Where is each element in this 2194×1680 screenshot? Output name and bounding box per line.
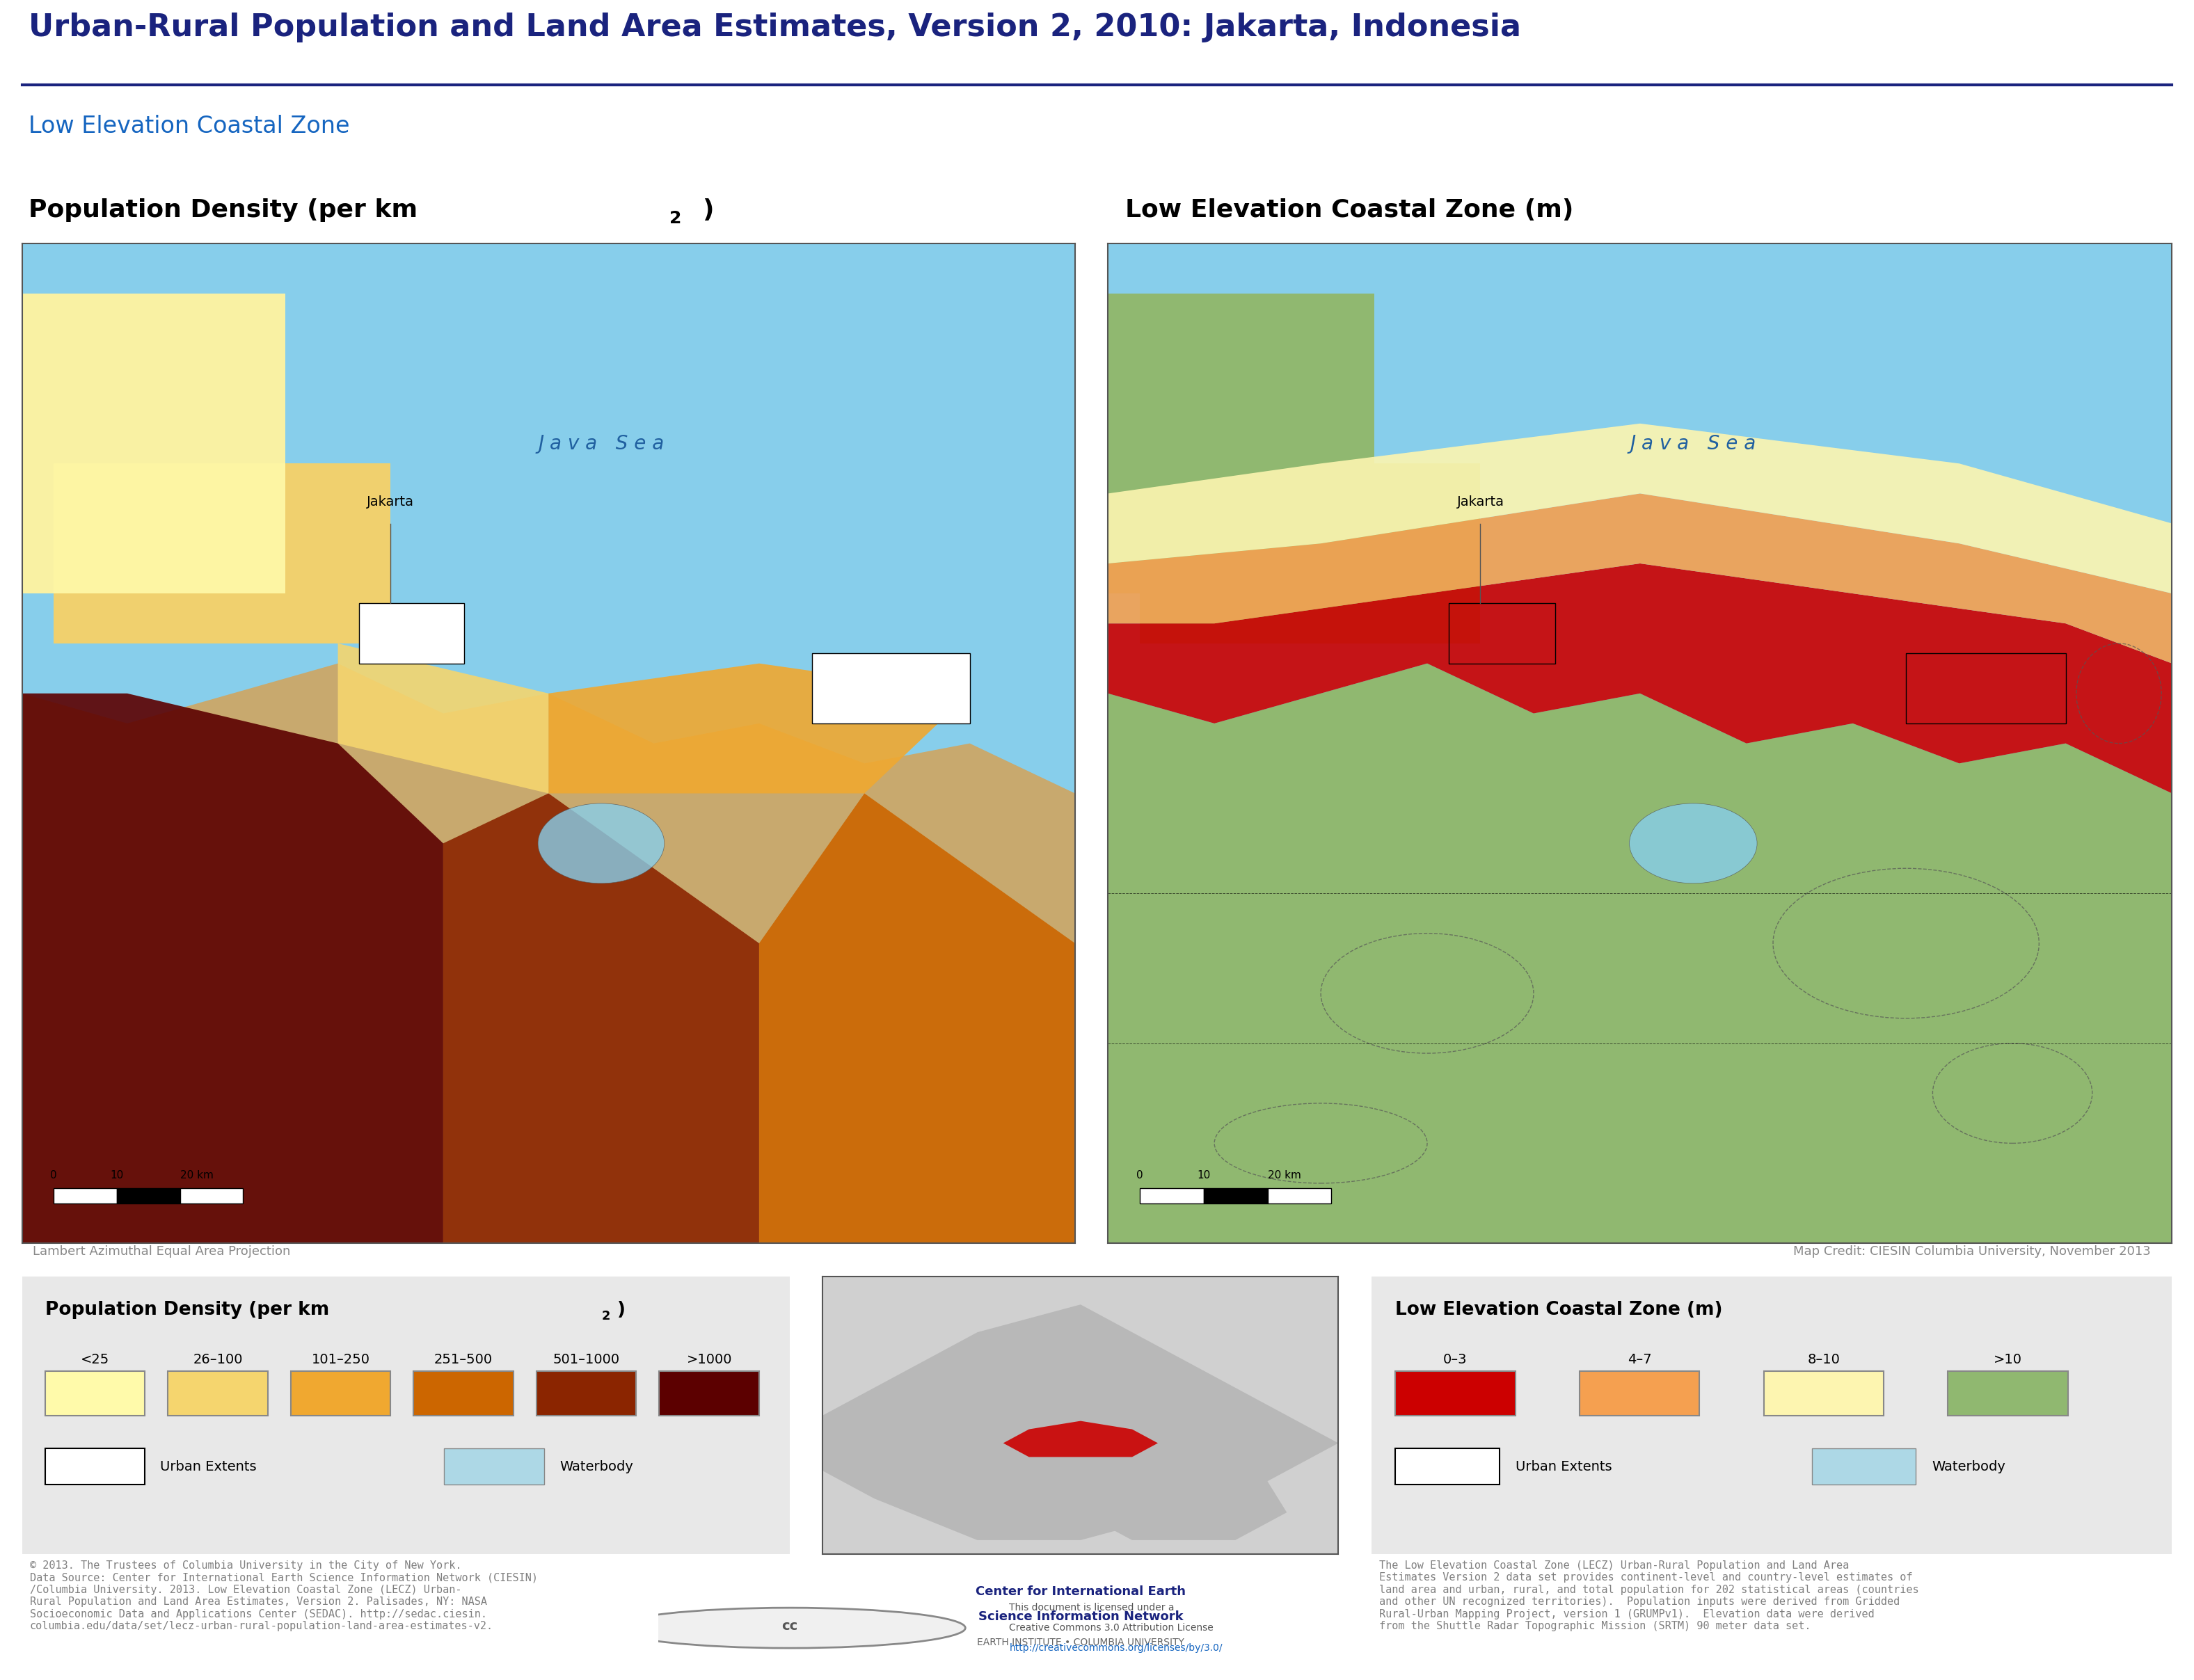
Text: Urban Extents: Urban Extents [1516, 1460, 1613, 1473]
Text: Low Elevation Coastal Zone: Low Elevation Coastal Zone [29, 114, 349, 138]
Text: Low Elevation Coastal Zone (m): Low Elevation Coastal Zone (m) [1395, 1300, 1722, 1319]
Text: 20 km: 20 km [1268, 1169, 1301, 1181]
Text: 4–7: 4–7 [1628, 1354, 1652, 1366]
Text: 501–1000: 501–1000 [553, 1354, 619, 1366]
Circle shape [614, 1608, 965, 1648]
Bar [660, 1371, 759, 1415]
Text: Science Information Network: Science Information Network [979, 1611, 1183, 1623]
Text: cc: cc [781, 1620, 799, 1633]
Polygon shape [22, 294, 285, 593]
Bar [1205, 1188, 1268, 1203]
Text: 0–3: 0–3 [1444, 1354, 1468, 1366]
Text: Map Credit: CIESIN Columbia University, November 2013: Map Credit: CIESIN Columbia University, … [1792, 1245, 2150, 1258]
Polygon shape [1108, 423, 2172, 593]
Text: J a v a   S e a: J a v a S e a [1630, 433, 1755, 454]
Text: ): ) [617, 1300, 625, 1319]
Bar [44, 1371, 145, 1415]
Polygon shape [759, 793, 1075, 1243]
Text: Center for International Earth: Center for International Earth [976, 1586, 1185, 1598]
Text: EARTH INSTITUTE • COLUMBIA UNIVERSITY: EARTH INSTITUTE • COLUMBIA UNIVERSITY [976, 1638, 1185, 1646]
Bar [1764, 1371, 1885, 1415]
Text: >1000: >1000 [687, 1354, 733, 1366]
Bar [180, 1188, 244, 1203]
Text: Population Density (per km: Population Density (per km [29, 198, 417, 222]
Polygon shape [338, 643, 548, 793]
Polygon shape [823, 1304, 1338, 1541]
Text: 0: 0 [50, 1169, 57, 1181]
Bar [1141, 1188, 1205, 1203]
Text: 0: 0 [1136, 1169, 1143, 1181]
Text: The Low Elevation Coastal Zone (LECZ) Urban-Rural Population and Land Area
Estim: The Low Elevation Coastal Zone (LECZ) Ur… [1380, 1561, 1920, 1631]
Bar [412, 1371, 513, 1415]
Bar [812, 654, 970, 724]
Text: 251–500: 251–500 [434, 1354, 494, 1366]
Text: 26–100: 26–100 [193, 1354, 244, 1366]
Text: © 2013. The Trustees of Columbia University in the City of New York.
Data Source: © 2013. The Trustees of Columbia Univers… [31, 1561, 538, 1631]
Polygon shape [53, 464, 391, 643]
Polygon shape [443, 793, 759, 1243]
Text: 101–250: 101–250 [312, 1354, 371, 1366]
Text: ): ) [702, 198, 713, 222]
Text: >10: >10 [1994, 1354, 2023, 1366]
Text: 20 km: 20 km [180, 1169, 213, 1181]
Bar [44, 1448, 145, 1485]
Polygon shape [1106, 1472, 1286, 1541]
Polygon shape [22, 694, 443, 1243]
Text: 10: 10 [110, 1169, 123, 1181]
Text: Jakarta: Jakarta [1457, 496, 1505, 509]
Ellipse shape [1630, 803, 1757, 884]
Bar [535, 1371, 636, 1415]
Text: 8–10: 8–10 [1808, 1354, 1841, 1366]
Bar [116, 1188, 180, 1203]
Ellipse shape [538, 803, 665, 884]
Text: 2: 2 [601, 1310, 610, 1322]
Text: Creative Commons 3.0 Attribution License: Creative Commons 3.0 Attribution License [1009, 1623, 1213, 1633]
Polygon shape [1108, 563, 2172, 793]
Polygon shape [548, 664, 970, 793]
Bar [1448, 603, 1556, 664]
Bar [1948, 1371, 2069, 1415]
Polygon shape [22, 294, 285, 593]
Text: This document is licensed under a: This document is licensed under a [1009, 1603, 1174, 1613]
Text: Population Density (per km: Population Density (per km [44, 1300, 329, 1319]
Polygon shape [1141, 464, 1481, 643]
Polygon shape [1108, 294, 1373, 593]
Text: 2: 2 [669, 210, 682, 227]
Bar [290, 1371, 391, 1415]
Bar [1395, 1371, 1516, 1415]
Text: 10: 10 [1198, 1169, 1211, 1181]
Text: Waterbody: Waterbody [559, 1460, 634, 1473]
Bar [1395, 1448, 1499, 1485]
Bar [360, 603, 465, 664]
Text: Urban-Rural Population and Land Area Estimates, Version 2, 2010: Jakarta, Indone: Urban-Rural Population and Land Area Est… [29, 13, 1520, 42]
Text: Low Elevation Coastal Zone (m): Low Elevation Coastal Zone (m) [1126, 198, 1573, 222]
Text: <25: <25 [81, 1354, 110, 1366]
Bar [169, 1371, 268, 1415]
Bar [53, 1188, 116, 1203]
Polygon shape [1003, 1421, 1158, 1457]
Bar [1268, 1188, 1332, 1203]
Text: Lambert Azimuthal Equal Area Projection: Lambert Azimuthal Equal Area Projection [33, 1245, 290, 1258]
Bar [1580, 1371, 1700, 1415]
Bar [1812, 1448, 1915, 1485]
Polygon shape [1108, 664, 2172, 1243]
Text: Waterbody: Waterbody [1931, 1460, 2005, 1473]
Text: http://creativecommons.org/licenses/by/3.0/: http://creativecommons.org/licenses/by/3… [1009, 1643, 1222, 1653]
Text: Jakarta: Jakarta [366, 496, 415, 509]
Bar [443, 1448, 544, 1485]
Polygon shape [22, 664, 1075, 1243]
Polygon shape [53, 464, 391, 643]
Bar [1907, 654, 2065, 724]
Text: Urban Extents: Urban Extents [160, 1460, 257, 1473]
Polygon shape [1108, 494, 2172, 664]
Text: J a v a   S e a: J a v a S e a [538, 433, 665, 454]
